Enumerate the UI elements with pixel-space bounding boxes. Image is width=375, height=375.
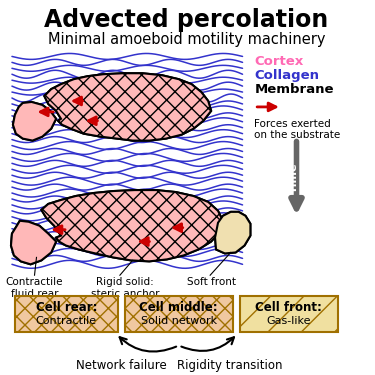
Polygon shape: [13, 102, 56, 141]
Text: Network failure: Network failure: [76, 359, 167, 372]
Text: Cell middle:: Cell middle:: [140, 302, 218, 314]
Polygon shape: [125, 296, 233, 332]
Polygon shape: [44, 73, 211, 141]
FancyBboxPatch shape: [15, 296, 118, 332]
Text: Solid network: Solid network: [141, 316, 217, 326]
Polygon shape: [11, 221, 56, 264]
Text: Contractile: Contractile: [36, 316, 97, 326]
Text: Soft front: Soft front: [187, 277, 236, 287]
Text: Advected percolation: Advected percolation: [45, 8, 329, 32]
Text: Membrane: Membrane: [254, 82, 334, 96]
Polygon shape: [44, 73, 211, 141]
Polygon shape: [215, 212, 250, 254]
Polygon shape: [240, 296, 338, 332]
Polygon shape: [41, 190, 223, 261]
FancyBboxPatch shape: [240, 296, 338, 332]
Polygon shape: [11, 221, 56, 264]
Text: Collagen: Collagen: [254, 69, 319, 82]
Text: Minimal amoeboid motility machinery: Minimal amoeboid motility machinery: [48, 32, 326, 47]
Text: Gas-like: Gas-like: [266, 316, 311, 326]
Polygon shape: [11, 221, 56, 264]
Text: Forces exerted
on the substrate: Forces exerted on the substrate: [254, 119, 340, 140]
Polygon shape: [13, 102, 56, 141]
Polygon shape: [215, 212, 250, 254]
Polygon shape: [41, 190, 223, 261]
Text: Contractile
fluid rear: Contractile fluid rear: [6, 277, 63, 299]
Text: Rigidity transition: Rigidity transition: [177, 359, 282, 372]
FancyBboxPatch shape: [125, 296, 233, 332]
Text: Rigid solid:
steric anchor: Rigid solid: steric anchor: [90, 277, 159, 299]
Text: Time: Time: [288, 163, 298, 194]
Text: Cell rear:: Cell rear:: [36, 302, 97, 314]
Polygon shape: [44, 73, 211, 141]
Text: Cortex: Cortex: [254, 55, 303, 68]
Polygon shape: [15, 296, 118, 332]
Text: Cell front:: Cell front:: [255, 302, 322, 314]
Polygon shape: [41, 190, 223, 261]
Polygon shape: [13, 102, 56, 141]
Polygon shape: [215, 212, 250, 254]
